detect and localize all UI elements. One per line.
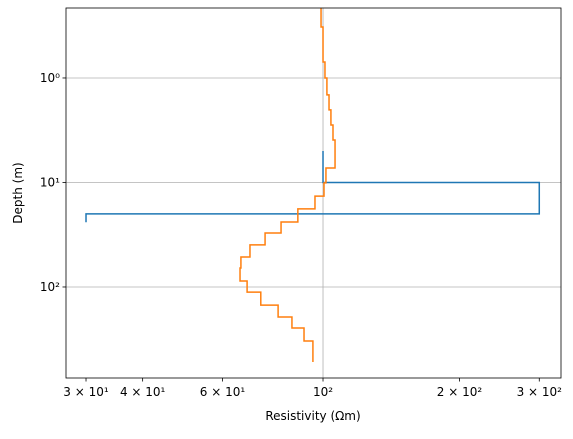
series-line	[239, 8, 336, 362]
y-axis-label: Depth (m)	[11, 162, 25, 223]
x-tick-label: 4 × 10¹	[120, 385, 166, 399]
plot-frame	[65, 7, 562, 379]
x-tick-label: 2 × 10²	[437, 385, 483, 399]
x-tick-label: 3 × 10¹	[63, 385, 109, 399]
x-tick-label: 6 × 10¹	[200, 385, 246, 399]
x-axis-label: Resistivity (Ωm)	[265, 409, 360, 423]
y-tick-label: 10¹	[40, 175, 60, 189]
y-tick-label: 10⁰	[40, 71, 60, 85]
y-tick-label: 10²	[40, 280, 60, 294]
x-tick-label: 3 × 10²	[517, 385, 563, 399]
x-tick-label: 10²	[313, 385, 333, 399]
series-line	[85, 151, 541, 223]
